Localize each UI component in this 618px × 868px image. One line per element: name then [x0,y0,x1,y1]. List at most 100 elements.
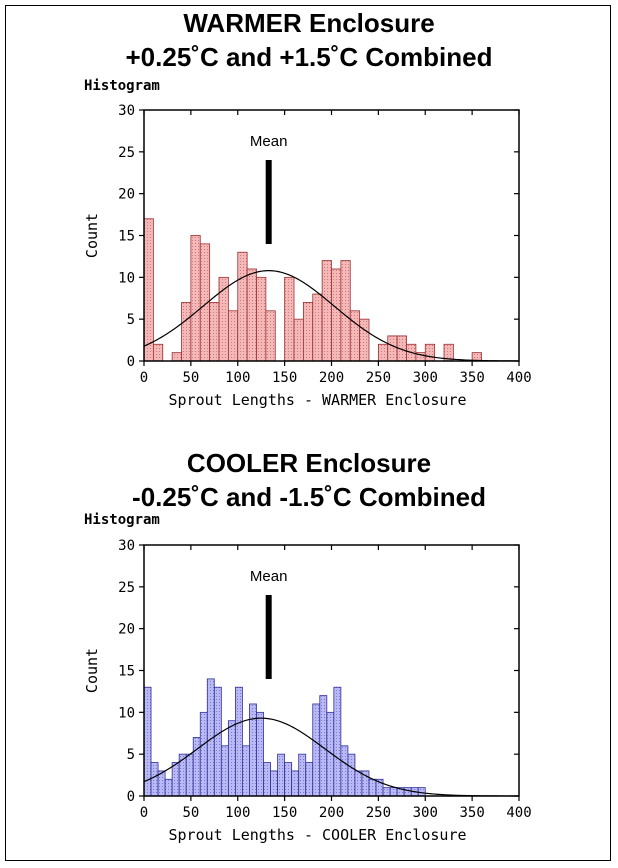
warmer-bar [302,302,314,362]
warmer-bar [377,343,389,362]
warmer-bar [424,343,436,362]
warmer-y-tick-label: 10 [118,270,135,286]
warmer-y-tick-label: 5 [127,312,135,328]
cooler-x-tick-label: 400 [506,805,531,821]
warmer-x-tick-label: 400 [506,370,531,386]
warmer-subtitle: +0.25˚C and +1.5˚C Combined [125,42,493,72]
warmer-title: WARMER Enclosure [183,8,435,38]
cooler-y-tick-label: 15 [118,664,135,680]
cooler-bar [213,686,222,797]
cooler-y-axis-label: Count [83,648,101,693]
cooler-bar [192,737,201,797]
warmer-bar [284,276,295,362]
warmer-bar [152,343,164,362]
cooler-bar [263,762,271,797]
cooler-x-tick-label: 300 [413,805,438,821]
warmer-bar [227,310,239,362]
cooler-bar [178,753,187,797]
cooler-bar [171,762,180,797]
warmer-y-tick-label: 15 [118,229,135,245]
cooler-x-tick-label: 100 [225,805,250,821]
warmer-bar [312,293,323,362]
cooler-bar [305,762,314,797]
warmer-bar [331,268,342,362]
warmer-x-tick-label: 100 [225,370,250,386]
cooler-bar [227,720,236,797]
warmer-x-tick-label: 250 [366,370,391,386]
warmer-y-tick-label: 25 [118,145,135,161]
cooler-x-tick-label: 250 [366,805,391,821]
warmer-x-axis-label: Sprout Lengths - WARMER Enclosure [168,391,466,409]
warmer-bar [265,310,276,362]
cooler-bar [235,686,243,797]
cooler-bar [403,787,412,797]
cooler-bar [199,711,208,797]
cooler-bar [368,778,377,797]
cooler-bar [277,753,286,797]
cooler-bar [382,787,391,797]
warmer-bar [359,318,370,362]
warmer-bar [181,302,192,362]
warmer-bar [256,276,267,362]
cooler-bar [389,787,398,797]
warmer-x-tick-label: 150 [272,370,297,386]
cooler-bar [284,762,293,797]
cooler-y-tick-label: 20 [118,622,135,638]
cooler-bar [347,753,356,797]
cooler-x-axis-label: Sprout Lengths - COOLER Enclosure [168,826,466,844]
cooler-bar [185,753,194,797]
cooler-bar [256,711,264,797]
cooler-x-tick-label: 150 [272,805,297,821]
warmer-bar [190,235,201,362]
cooler-bar [270,770,278,797]
cooler-panel-label: Histogram [84,512,160,528]
warmer-y-tick-label: 30 [118,103,135,119]
cooler-x-tick-label: 200 [319,805,344,821]
warmer-bar [237,251,248,362]
warmer-x-tick-label: 50 [182,370,199,386]
cooler-bar [298,753,307,797]
warmer-bar [340,260,351,362]
warmer-x-tick-label: 350 [459,370,484,386]
cooler-bar [312,703,321,797]
cooler-bar [164,778,173,797]
cooler-y-tick-label: 25 [118,580,135,596]
warmer-bar [246,268,257,362]
cooler-bar [354,770,363,797]
warmer-y-tick-label: 0 [127,354,135,370]
cooler-title: COOLER Enclosure [186,448,432,478]
warmer-fit-curve [143,270,520,362]
warmer-panel-label: Histogram [84,78,160,94]
warmer-bar [321,260,332,362]
warmer-y-axis-label: Count [83,213,101,258]
cooler-y-tick-label: 30 [118,538,135,554]
cooler-bar [220,745,229,797]
warmer-x-tick-label: 200 [319,370,344,386]
cooler-bar [333,686,342,797]
cooler-y-tick-label: 5 [127,747,135,763]
cooler-x-tick-label: 350 [459,805,484,821]
cooler-subtitle: -0.25˚C and -1.5˚C Combined [132,482,486,512]
warmer-x-tick-label: 0 [140,370,148,386]
warmer-bar [293,318,304,362]
cooler-bar [340,745,349,797]
warmer-bar [143,218,154,362]
warmer-x-tick-label: 300 [413,370,438,386]
warmer-bar [209,302,220,362]
warmer-y-tick-label: 20 [118,187,135,203]
cooler-bar [242,745,250,797]
cooler-y-tick-label: 10 [118,705,135,721]
figure-frame [5,5,611,861]
warmer-mean-label: Mean [250,133,288,150]
cooler-bar [249,703,257,797]
cooler-x-tick-label: 50 [182,805,199,821]
warmer-bar [387,335,398,362]
cooler-bar [291,770,300,797]
cooler-bar [150,762,159,797]
warmer-bar [171,352,182,362]
cooler-y-tick-label: 0 [127,789,135,805]
warmer-bar [349,310,361,362]
cooler-mean-label: Mean [250,568,288,585]
cooler-x-tick-label: 0 [140,805,148,821]
